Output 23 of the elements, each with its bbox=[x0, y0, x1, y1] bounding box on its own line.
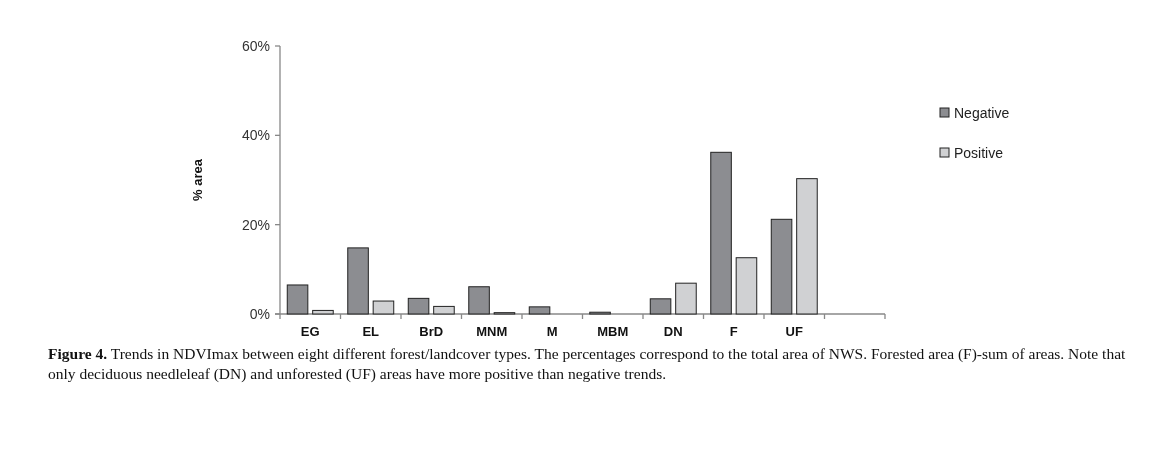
x-tick-label: EL bbox=[362, 324, 380, 339]
x-tick-label: MBM bbox=[597, 324, 629, 339]
y-tick-label: 0% bbox=[249, 305, 270, 322]
bar bbox=[433, 305, 455, 315]
x-tick-label: UF bbox=[785, 324, 803, 339]
bar bbox=[312, 309, 334, 315]
caption: Figure 4. Trends in NDVImax between eight different forest/landcover types. The percentages correspond to the total area of NWS. Forested area (F)-sum of areas. Note that only deciduous needleleaf (DN) and unforested (UF) areas have more positive than negative trends. bbox=[48, 344, 1127, 384]
legend-label: Positive bbox=[954, 144, 1004, 161]
y-tick-label: 40% bbox=[241, 127, 270, 144]
x-tick-label: BrD bbox=[419, 324, 444, 339]
y-tick-label: 60% bbox=[241, 37, 270, 54]
bar bbox=[675, 282, 697, 315]
x-tick-label: EG bbox=[300, 324, 320, 339]
bar bbox=[735, 257, 758, 315]
legend-label: Negative bbox=[954, 104, 1010, 121]
bar bbox=[372, 300, 395, 315]
y-tick-label: 20% bbox=[241, 216, 270, 233]
x-tick-label: F bbox=[729, 324, 738, 339]
y-axis-title: % area bbox=[190, 158, 205, 201]
bar bbox=[796, 178, 818, 315]
x-tick-label: M bbox=[546, 324, 558, 339]
x-tick-label: DN bbox=[663, 324, 683, 339]
x-tick-label: MNM bbox=[476, 324, 508, 339]
